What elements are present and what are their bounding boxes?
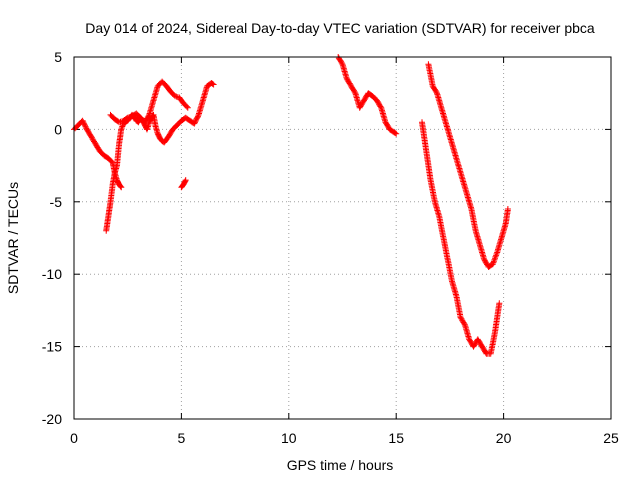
plot-frame [73,56,612,420]
chart-title: Day 014 of 2024, Sidereal Day-to-day VTE… [85,20,595,36]
series-track-b [103,80,217,234]
tick-labels: 0 5 10 15 20 25 5 0 -5 -10 -15 -20 [42,49,619,446]
data-point-markers [107,78,191,126]
series-track-c [107,78,191,126]
series-track-d [178,177,189,191]
x-axis-label: GPS time / hours [287,457,394,473]
y-tick-label: -20 [42,411,62,427]
y-tick-label: -10 [42,266,62,282]
series-track-g [419,119,503,357]
x-tick-label: 10 [281,430,297,446]
y-tick-label: 5 [54,49,62,65]
x-tick-label: 20 [496,430,512,446]
y-tick-label: 0 [54,121,62,137]
x-tick-label: 0 [70,430,78,446]
y-tick-label: -15 [42,339,62,355]
y-axis-label: SDTVAR / TECUs [5,182,21,294]
x-tick-label: 5 [178,430,186,446]
data-points [71,54,511,357]
y-tick-label: -5 [50,194,63,210]
data-point-markers [419,119,503,357]
series-track-f [425,61,511,270]
data-point-markers [425,61,511,270]
x-tick-label: 25 [603,430,619,446]
data-point-markers [103,80,217,234]
data-point-markers [178,177,189,191]
x-tick-label: 15 [388,430,404,446]
